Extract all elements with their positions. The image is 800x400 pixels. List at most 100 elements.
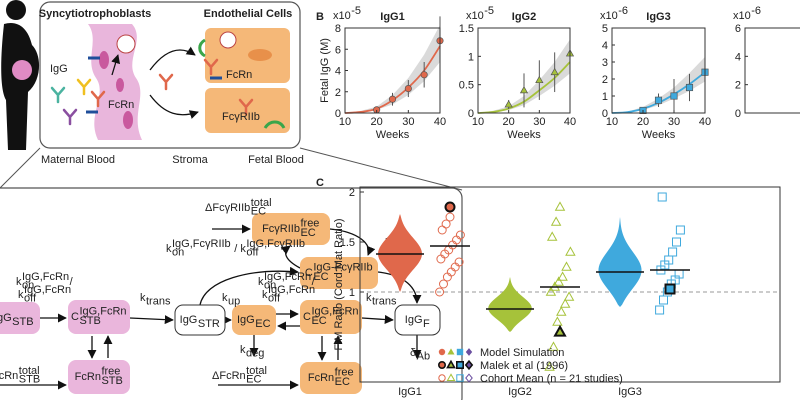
- region-label: Stroma: [172, 154, 208, 166]
- rate-label-text: ΔFcγRIIb: [205, 202, 250, 214]
- receptors: [86, 38, 286, 129]
- node-box: [174, 304, 226, 336]
- cohort-point: [552, 316, 563, 326]
- node-label: IgGSTB: [0, 312, 34, 328]
- legend-marker: [456, 348, 464, 356]
- y-tick-label: 2: [735, 80, 741, 92]
- rate-label-text: / k: [231, 243, 246, 255]
- rate-label-sup: IgG,FcRn: [22, 271, 69, 283]
- node-label-sub: EC: [335, 376, 350, 388]
- node-label-sub: EC: [300, 227, 315, 239]
- rate-label-sub: deg: [246, 348, 264, 360]
- node-label-text: IgG: [237, 314, 255, 326]
- rate-label-text: ΔFcRn: [212, 370, 246, 382]
- chart-title: IgG3: [646, 11, 670, 23]
- legend-marker: [437, 360, 446, 369]
- region-label: Maternal Blood: [41, 154, 115, 166]
- y-tick-label: 1: [602, 91, 608, 103]
- data-point: [535, 75, 544, 84]
- axis-multiplier-text: x10: [733, 10, 751, 22]
- node-label-sub: STR: [198, 318, 220, 330]
- node-label-sub: EC: [313, 271, 328, 283]
- rate-label-text: /: [70, 276, 74, 288]
- cohort-point: [565, 246, 576, 256]
- x-tick-label: 20: [637, 116, 649, 128]
- cohort-point: [437, 225, 447, 235]
- rate-label-text: k: [166, 243, 172, 255]
- rate-label-text: k: [240, 344, 246, 356]
- node-box: [300, 300, 362, 334]
- rate-label-sub: off: [246, 247, 259, 259]
- node-label-sub: STB: [12, 316, 33, 328]
- cohort-point: [455, 230, 465, 240]
- header: Syncytiotrophoblasts: [39, 8, 151, 20]
- axis-multiplier-sup: -6: [751, 5, 761, 17]
- legend-marker: [456, 374, 464, 382]
- node-box: [0, 302, 40, 334]
- cohort-point: [672, 237, 681, 247]
- rate-label-sup: IgG,FcγRIIb: [246, 238, 305, 250]
- cohort-point: [557, 271, 568, 281]
- x-tick-label: 10: [472, 116, 484, 128]
- cohort-point: [454, 257, 464, 267]
- node-label-text: C: [303, 311, 311, 323]
- node-label-sub: F: [423, 318, 430, 330]
- nucleus: [123, 111, 133, 129]
- diagram-label: FcγRIIb: [222, 111, 260, 123]
- node-box: [232, 305, 276, 335]
- rate-label-sup: IgG,FcRn: [268, 284, 315, 296]
- rate-label-sup: IgG,FcRn: [24, 284, 71, 296]
- x-tick-label: 20: [371, 116, 383, 128]
- x-tick-label: IgG2: [508, 386, 532, 398]
- axis-multiplier-sup: -5: [484, 5, 494, 17]
- chart-title: IgG1: [380, 11, 404, 23]
- node-box: [300, 362, 362, 394]
- axes-box: [477, 27, 571, 114]
- legend-marker: [438, 348, 446, 356]
- x-tick-label: 20: [503, 116, 515, 128]
- axis-multiplier: x10 -6: [600, 5, 628, 22]
- axis-multiplier-sup: -6: [618, 5, 628, 17]
- malek-point: [664, 283, 676, 295]
- y-tick-label: 4: [602, 40, 608, 52]
- node-label-sup: IgG,FcRn: [79, 306, 126, 318]
- node-label-sup: free: [101, 366, 120, 378]
- chart-title: IgG2: [512, 11, 536, 23]
- y-tick-label: 0.5: [459, 80, 474, 92]
- data-point: [550, 67, 559, 76]
- rate-label-sup: total: [19, 365, 40, 377]
- diagram-label: FcRn: [108, 99, 134, 111]
- legend-marker: [465, 373, 473, 383]
- rate-label-text: k: [18, 289, 24, 301]
- node-label-sup: free: [300, 218, 319, 230]
- rate-label-sub: EC: [246, 374, 261, 386]
- node-box: [68, 360, 130, 394]
- node-label-text: FcγRIIb: [262, 223, 300, 235]
- rate-label-text: k: [140, 292, 146, 304]
- cohort-point: [675, 225, 685, 235]
- node-label-sup: IgG,FcRn: [311, 306, 358, 318]
- node-label-sub: STB: [101, 375, 122, 387]
- endosome: [116, 34, 136, 54]
- nucleus: [99, 51, 109, 69]
- rate-label: FcRntotalSTB: [0, 365, 40, 385]
- panel-label: B: [316, 11, 324, 23]
- diagram-label: IgG: [50, 63, 68, 75]
- cohort-point: [554, 201, 566, 211]
- rate-label-text: k: [258, 276, 264, 288]
- axis-multiplier: x10 -5: [333, 5, 361, 22]
- transport-arrows: [111, 46, 199, 119]
- cohort-point: [556, 306, 567, 316]
- rate-label-sub: on: [172, 247, 184, 259]
- legend-label: Model Simulation: [480, 347, 564, 359]
- data-point: [404, 85, 412, 93]
- cohort-point: [545, 286, 557, 296]
- cohort-point: [561, 261, 572, 271]
- cohort-point: [435, 287, 445, 297]
